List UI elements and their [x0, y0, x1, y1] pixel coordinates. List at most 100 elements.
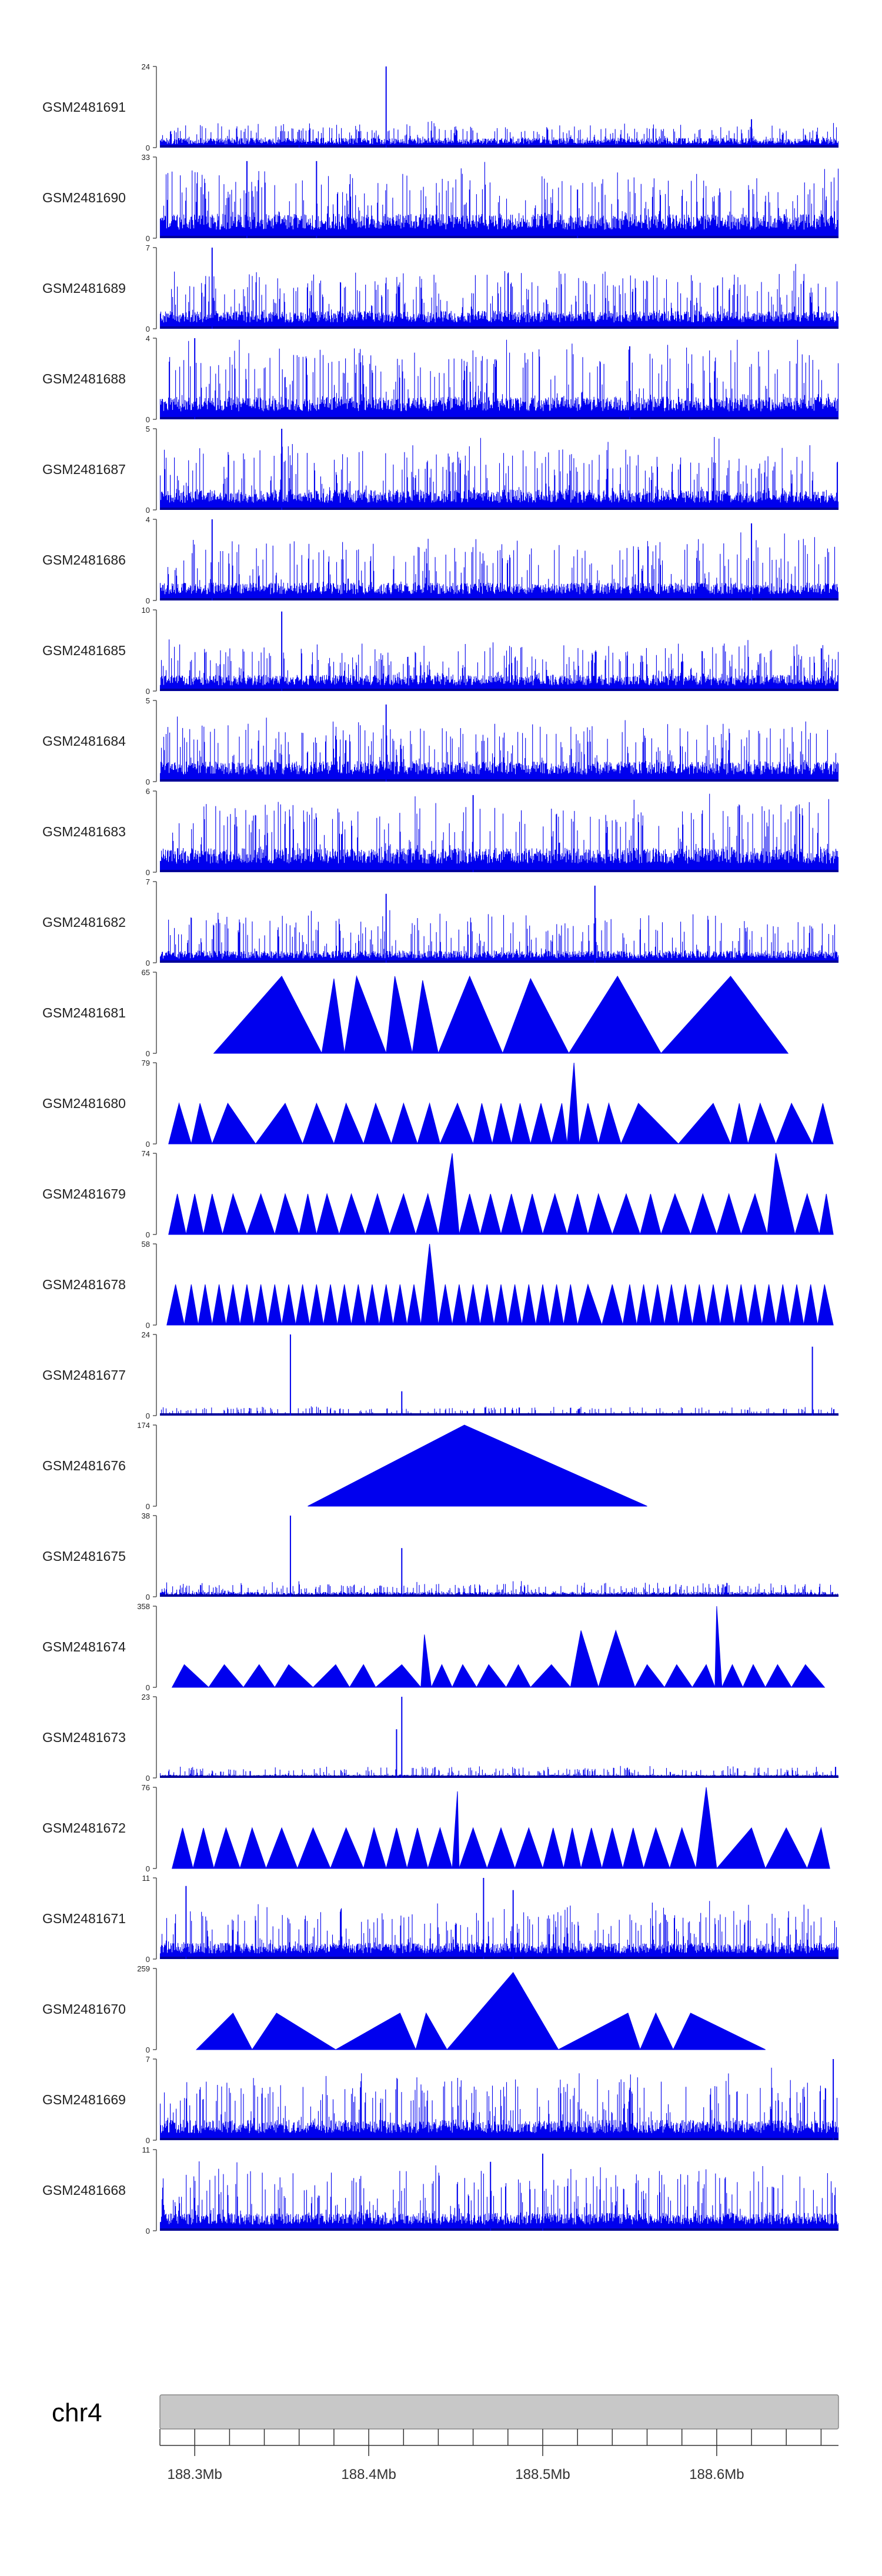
coverage-peak — [803, 1284, 818, 1326]
coverage-peak — [427, 1827, 453, 1869]
coverage-peak — [452, 1791, 460, 1869]
coverage-peak — [299, 1193, 317, 1235]
coverage-peak — [192, 1827, 215, 1869]
coverage-peak — [706, 1284, 721, 1326]
genome-axis-tick-label: 188.6Mb — [689, 2467, 744, 2482]
coverage-peak — [349, 1664, 376, 1688]
coverage-peak — [267, 1284, 282, 1326]
coverage-peak — [764, 1664, 792, 1688]
y-axis-zero-label: 0 — [146, 234, 150, 243]
genome-axis: chr4 188.3Mb 188.4Mb 188.5Mb 188.6Mb — [52, 2394, 839, 2482]
coverage-peak — [274, 1193, 300, 1235]
y-axis-zero-label: 0 — [146, 415, 150, 424]
coverage-peak — [691, 1664, 716, 1688]
coverage-peak — [390, 1102, 418, 1144]
coverage-peak — [612, 1193, 641, 1235]
coverage-peak — [587, 1193, 613, 1235]
coverage-peak — [479, 1284, 495, 1326]
coverage-peak — [459, 1827, 488, 1869]
tracks-layer: GSM2481691240GSM2481690330GSM248168970GS… — [42, 62, 839, 2235]
coverage-peak — [601, 1284, 623, 1326]
track-GSM2481679: GSM2481679 74 0 — [42, 1149, 834, 1239]
coverage-peak — [246, 1193, 276, 1235]
coverage-peak — [521, 1284, 536, 1326]
coverage-peak — [551, 1103, 567, 1144]
track-GSM2481677: GSM2481677 24 0 — [42, 1330, 839, 1420]
coverage-peak — [601, 1827, 623, 1869]
coverage-peak — [476, 1664, 507, 1688]
coverage-peak — [222, 1193, 248, 1235]
coverage-baseline — [160, 598, 838, 600]
y-axis-max-label: 7 — [146, 243, 150, 252]
coverage-peak — [274, 1664, 314, 1688]
coverage-peak — [570, 1630, 599, 1688]
coverage-peak — [415, 2012, 448, 2050]
track-GSM2481672: GSM2481672 76 0 — [42, 1783, 830, 1873]
coverage-baseline — [160, 2228, 838, 2231]
coverage-peak — [225, 1284, 240, 1326]
coverage-peak — [452, 1284, 467, 1326]
y-axis-zero-label: 0 — [146, 506, 150, 515]
coverage-peak — [168, 1102, 192, 1144]
coverage-signal — [159, 2161, 839, 2231]
coverage-peak — [213, 1827, 240, 1869]
y-axis-max-label: 5 — [146, 425, 150, 433]
coverage-peak — [316, 1193, 340, 1235]
track-GSM2481682: GSM2481682 7 0 — [42, 877, 839, 967]
track-GSM2481681: GSM2481681 65 0 — [42, 968, 789, 1058]
coverage-baseline — [160, 326, 838, 329]
coverage-peak — [761, 1284, 777, 1326]
y-axis-max-label: 74 — [142, 1149, 150, 1158]
coverage-peak — [493, 1284, 509, 1326]
coverage-peak — [505, 1664, 532, 1688]
coverage-peak — [542, 1827, 564, 1869]
coverage-peak — [251, 2013, 337, 2050]
y-axis-max-label: 7 — [146, 2055, 150, 2064]
coverage-peak — [168, 1193, 187, 1235]
coverage-peak — [650, 1284, 665, 1326]
coverage-peak — [530, 1664, 572, 1688]
track-label: GSM2481681 — [42, 1005, 126, 1020]
coverage-peak — [678, 1284, 693, 1326]
coverage-peak — [566, 1062, 580, 1144]
y-axis-max-label: 358 — [137, 1602, 150, 1611]
coverage-peak — [365, 1284, 380, 1326]
coverage-peak — [253, 1284, 269, 1326]
coverage-signal — [159, 716, 839, 782]
coverage-signal — [159, 437, 839, 510]
coverage-peak — [171, 1664, 210, 1688]
coverage-peak — [806, 1827, 830, 1869]
coverage-baseline — [160, 1957, 838, 1959]
y-axis-max-label: 23 — [142, 1693, 150, 1701]
track-label: GSM2481670 — [42, 2001, 126, 2017]
y-axis-zero-label: 0 — [146, 596, 150, 605]
coverage-signal — [159, 910, 839, 963]
track-label: GSM2481668 — [42, 2183, 126, 2198]
track-GSM2481671: GSM2481671 11 0 — [42, 1874, 839, 1964]
y-axis-max-label: 11 — [142, 1874, 151, 1883]
coverage-peak — [308, 1424, 647, 1507]
coverage-peak — [669, 1827, 697, 1869]
coverage-peak — [375, 1664, 422, 1688]
coverage-peak — [281, 1284, 296, 1326]
coverage-peak — [747, 1102, 777, 1144]
coverage-peak — [720, 1284, 735, 1326]
genome-axis-tick-label: 188.4Mb — [341, 2467, 396, 2482]
track-label: GSM2481680 — [42, 1096, 126, 1111]
coverage-peak — [549, 1284, 564, 1326]
coverage-baseline — [160, 1413, 838, 1416]
coverage-signal — [159, 263, 839, 329]
coverage-baseline — [160, 779, 838, 782]
coverage-peak — [389, 1193, 416, 1235]
track-label: GSM2481672 — [42, 1820, 126, 1836]
coverage-peak — [302, 1102, 335, 1144]
y-axis-zero-label: 0 — [146, 1321, 150, 1330]
track-label: GSM2481689 — [42, 281, 126, 296]
coverage-peak — [333, 1102, 364, 1144]
coverage-peak — [363, 1827, 387, 1869]
coverage-peak — [203, 1193, 223, 1235]
coverage-signal — [159, 793, 839, 872]
coverage-peak — [420, 1243, 439, 1326]
coverage-peak — [239, 1827, 267, 1869]
coverage-peak — [742, 1664, 766, 1688]
